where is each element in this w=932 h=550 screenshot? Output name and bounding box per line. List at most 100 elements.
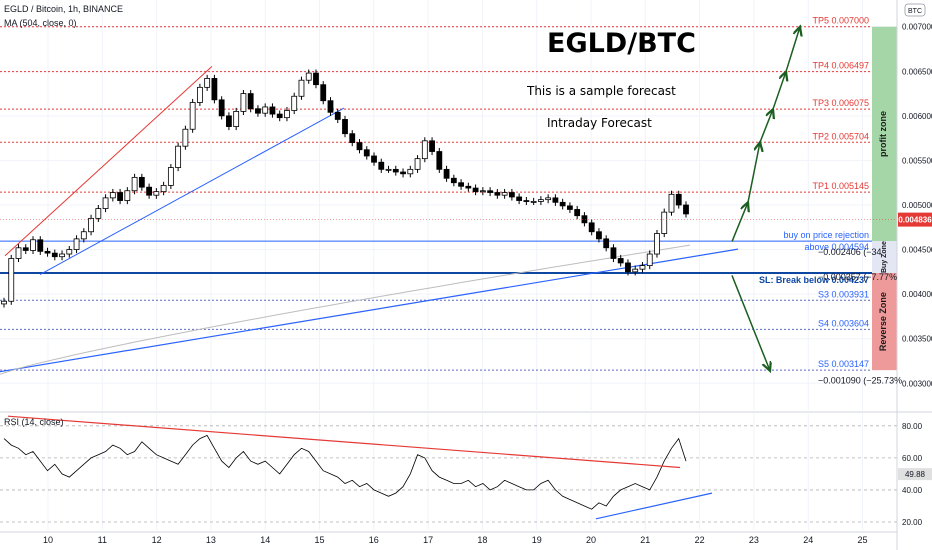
candle-body	[385, 168, 392, 171]
x-tick-label: 20	[586, 535, 596, 545]
measure-label: −0.001090 (−25.73%	[818, 375, 902, 385]
candle-body	[175, 145, 182, 168]
candle-body	[494, 192, 501, 196]
rsi-tick-label: 60.00	[902, 454, 923, 463]
candle-body	[131, 176, 138, 192]
candle-body	[545, 197, 552, 201]
chart-header-symbol: EGLD / Bitcoin, 1h, BINANCE	[4, 4, 124, 14]
candle-body	[313, 72, 319, 86]
forecast-arrow-up	[772, 72, 786, 110]
forecast-title: EGLD/BTC	[547, 28, 696, 59]
candle-body	[407, 168, 414, 175]
candle-body	[487, 190, 494, 193]
candle-body	[356, 142, 363, 151]
candle-body	[559, 201, 566, 207]
candle-body	[291, 95, 298, 111]
candle-body	[472, 187, 479, 193]
candle-body	[146, 186, 153, 196]
forecast-arrow-down	[731, 275, 770, 370]
y-tick-label: 0.007000	[902, 23, 932, 32]
candle-body	[88, 217, 94, 233]
x-tick-label: 16	[369, 535, 379, 545]
level-label: TP5 0.007000	[812, 16, 869, 26]
candle-body	[508, 192, 515, 198]
candle-body	[233, 111, 240, 127]
candle-body	[102, 197, 109, 209]
candle-body	[73, 238, 80, 250]
upper-trend-line	[4, 66, 213, 257]
level-label: S4 0.003604	[818, 318, 869, 328]
candle-body	[226, 115, 232, 127]
forecast-timeframe: Intraday Forecast	[547, 116, 652, 130]
candle-body	[160, 184, 167, 193]
trend-lines	[0, 66, 739, 373]
rsi-tick-label: 40.00	[902, 486, 923, 495]
zones: profit zone Buy Zone Reverse Zone	[872, 26, 897, 371]
buy-zone	[872, 241, 897, 274]
level-label: S5 0.003147	[818, 359, 869, 369]
candle-body	[516, 196, 523, 201]
candle-body	[639, 265, 646, 270]
candle-body	[262, 106, 269, 114]
x-tick-label: 19	[532, 535, 542, 545]
x-tick-label: 17	[423, 535, 433, 545]
x-tick-label: 25	[857, 535, 867, 545]
candle-body	[632, 268, 639, 273]
candle-body	[450, 177, 457, 184]
forecast-arrow-up	[759, 109, 773, 143]
x-tick-label: 12	[152, 535, 162, 545]
candle-body	[400, 171, 406, 175]
candle-body	[37, 239, 44, 252]
candle-body	[8, 258, 15, 302]
measure-label: −0.000357 (−7.77%	[818, 272, 897, 282]
candle-body	[668, 193, 675, 213]
x-tick-label: 22	[695, 535, 705, 545]
candle-body	[625, 262, 631, 273]
candle-body	[167, 167, 174, 186]
grid	[0, 0, 897, 530]
candle-body	[51, 252, 58, 258]
forecast-arrow-up	[731, 202, 748, 242]
moving-average	[0, 244, 691, 375]
x-tick-label: 15	[314, 535, 324, 545]
rsi-tick-label: 20.00	[902, 518, 923, 527]
candle-body	[124, 190, 131, 201]
candle-body	[371, 155, 377, 163]
x-tick-label: 11	[98, 535, 107, 545]
candle-body	[269, 106, 276, 115]
candle-body	[610, 247, 617, 259]
last-price-badge	[898, 212, 932, 227]
rsi-trend-line-up	[595, 492, 713, 520]
candle-body	[95, 208, 102, 219]
candle-body	[574, 209, 581, 217]
candle-body	[1, 300, 7, 305]
candle-body	[59, 253, 65, 258]
candle-body	[617, 258, 624, 264]
candle-body	[552, 197, 559, 203]
reverse-zone	[872, 273, 897, 371]
candle-body	[646, 253, 653, 267]
candle-body	[501, 192, 508, 196]
candle-body	[298, 79, 305, 97]
candle-body	[429, 140, 435, 152]
level-label: SL: Break below 0.004237	[759, 275, 869, 285]
candle-body	[349, 133, 356, 144]
candle-body	[320, 84, 327, 102]
candle-body	[465, 185, 472, 189]
candle-body	[523, 200, 530, 202]
forecast-arrows	[731, 27, 800, 371]
level-label: S3 0.003931	[818, 289, 869, 299]
candle-body	[211, 78, 218, 101]
buy-zone-label: Buy Zone	[881, 241, 888, 273]
forecast-subtitle: This is a sample forecast	[527, 84, 676, 98]
candle-body	[117, 192, 123, 201]
level-label: TP2 0.005704	[812, 131, 869, 141]
candle-body	[44, 250, 51, 254]
candle-body	[15, 247, 22, 259]
profit-zone-label: profit zone	[878, 111, 888, 157]
candle-body	[443, 168, 450, 179]
